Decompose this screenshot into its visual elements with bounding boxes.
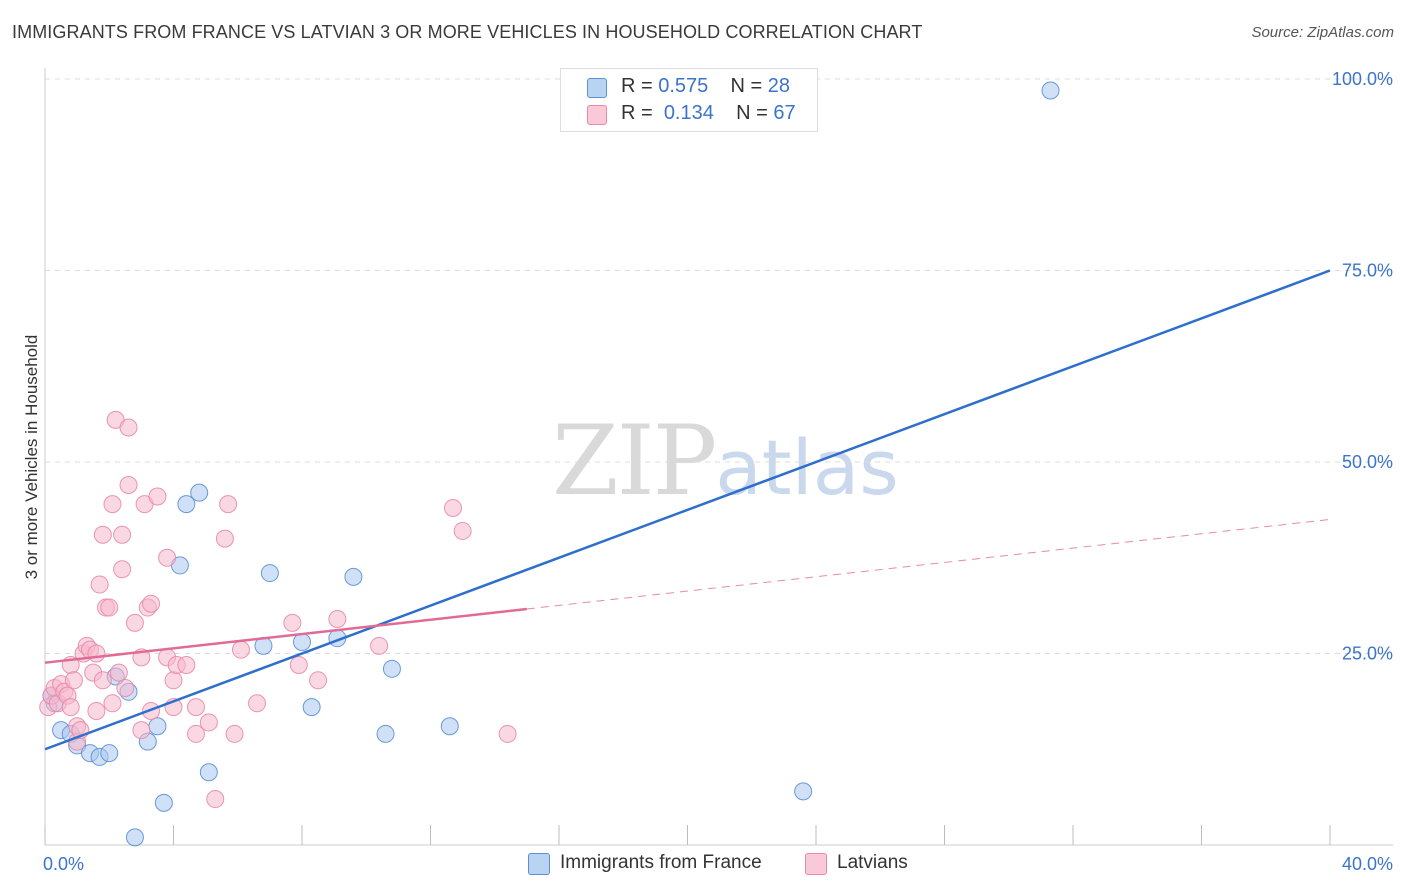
- latvian-point: [215, 529, 234, 548]
- legend-swatch-france: [587, 78, 607, 98]
- latvian-point: [100, 598, 119, 617]
- latvian-point: [93, 525, 112, 544]
- watermark-zip: ZIP: [552, 405, 717, 517]
- y-tick-label: 75.0%: [1342, 261, 1393, 281]
- latvian-trend-line-extension: [526, 518, 1331, 610]
- france-point: [382, 659, 401, 678]
- bottom-legend-swatch-latvians: [805, 853, 827, 875]
- latvian-point: [248, 694, 267, 713]
- latvian-point: [119, 475, 138, 494]
- france-point: [177, 495, 196, 514]
- stats-legend: R = 0.575 N = 28 R = 0.134 N = 67: [560, 68, 818, 132]
- latvian-point: [87, 644, 106, 663]
- latvian-point: [90, 575, 109, 594]
- france-trend-line: [44, 269, 1331, 751]
- france-point: [293, 633, 311, 652]
- france-point: [440, 717, 459, 736]
- latvian-point: [199, 713, 218, 732]
- latvian-point: [119, 418, 138, 437]
- x-tick-label: 0.0%: [43, 854, 84, 874]
- latvian-point: [206, 790, 225, 809]
- bottom-legend-swatch-france: [528, 853, 550, 875]
- latvian-point: [186, 724, 205, 743]
- latvian-point: [116, 678, 135, 697]
- legend-text-france: R = 0.575 N = 28: [621, 75, 791, 97]
- latvian-point: [64, 671, 83, 690]
- y-tick-label: 50.0%: [1342, 452, 1393, 472]
- latvian-point: [231, 640, 250, 659]
- latvian-point: [186, 698, 205, 717]
- latvian-point: [289, 655, 308, 674]
- france-point: [154, 793, 173, 812]
- latvian-point: [328, 610, 347, 629]
- y-axis-label: 3 or more Vehicles in Household: [22, 334, 41, 580]
- watermark-atlas: atlas: [715, 423, 899, 512]
- legend-swatch-latvians: [587, 105, 607, 125]
- latvian-point: [443, 498, 462, 517]
- france-point: [302, 698, 321, 717]
- france-point: [260, 564, 279, 583]
- france-point: [376, 724, 395, 743]
- france-point: [199, 763, 218, 782]
- latvian-point: [283, 613, 302, 632]
- latvian-point: [113, 525, 132, 544]
- france-point: [794, 782, 813, 801]
- latvian-point: [87, 701, 106, 720]
- watermark-logo: ZIPatlas: [552, 405, 899, 517]
- bottom-legend-label-latvians: Latvians: [837, 852, 908, 873]
- latvian-point: [113, 560, 132, 579]
- france-point: [190, 483, 209, 502]
- latvian-point: [158, 548, 177, 567]
- y-tick-label: 25.0%: [1342, 644, 1393, 664]
- france-point: [125, 828, 144, 847]
- france-point: [1041, 81, 1060, 100]
- latvian-point: [61, 698, 80, 717]
- france-point: [100, 744, 119, 763]
- latvian-point: [132, 721, 151, 740]
- bottom-legend-label-france: Immigrants from France: [560, 852, 762, 873]
- x-tick-label: 40.0%: [1342, 854, 1393, 874]
- latvian-point: [309, 671, 328, 690]
- france-point: [344, 567, 363, 586]
- latvian-point: [109, 663, 128, 682]
- latvian-point: [177, 655, 196, 674]
- latvian-point: [148, 487, 167, 506]
- latvian-point: [93, 671, 112, 690]
- latvian-point: [453, 521, 472, 540]
- latvian-point: [370, 636, 389, 655]
- latvian-point: [103, 495, 122, 514]
- chart-source: Source: ZipAtlas.com: [1251, 24, 1394, 41]
- y-tick-label: 100.0%: [1332, 69, 1393, 89]
- latvian-point: [142, 594, 161, 613]
- legend-text-latvians: R = 0.134 N = 67: [621, 102, 796, 124]
- latvian-point: [225, 724, 244, 743]
- latvian-point: [103, 694, 122, 713]
- chart-title: IMMIGRANTS FROM FRANCE VS LATVIAN 3 OR M…: [12, 22, 923, 42]
- latvian-trend-line: [44, 607, 528, 664]
- latvian-point: [125, 613, 144, 632]
- france-point: [148, 717, 167, 736]
- latvian-point: [498, 724, 517, 743]
- latvian-point: [164, 671, 183, 690]
- latvian-point: [219, 495, 238, 514]
